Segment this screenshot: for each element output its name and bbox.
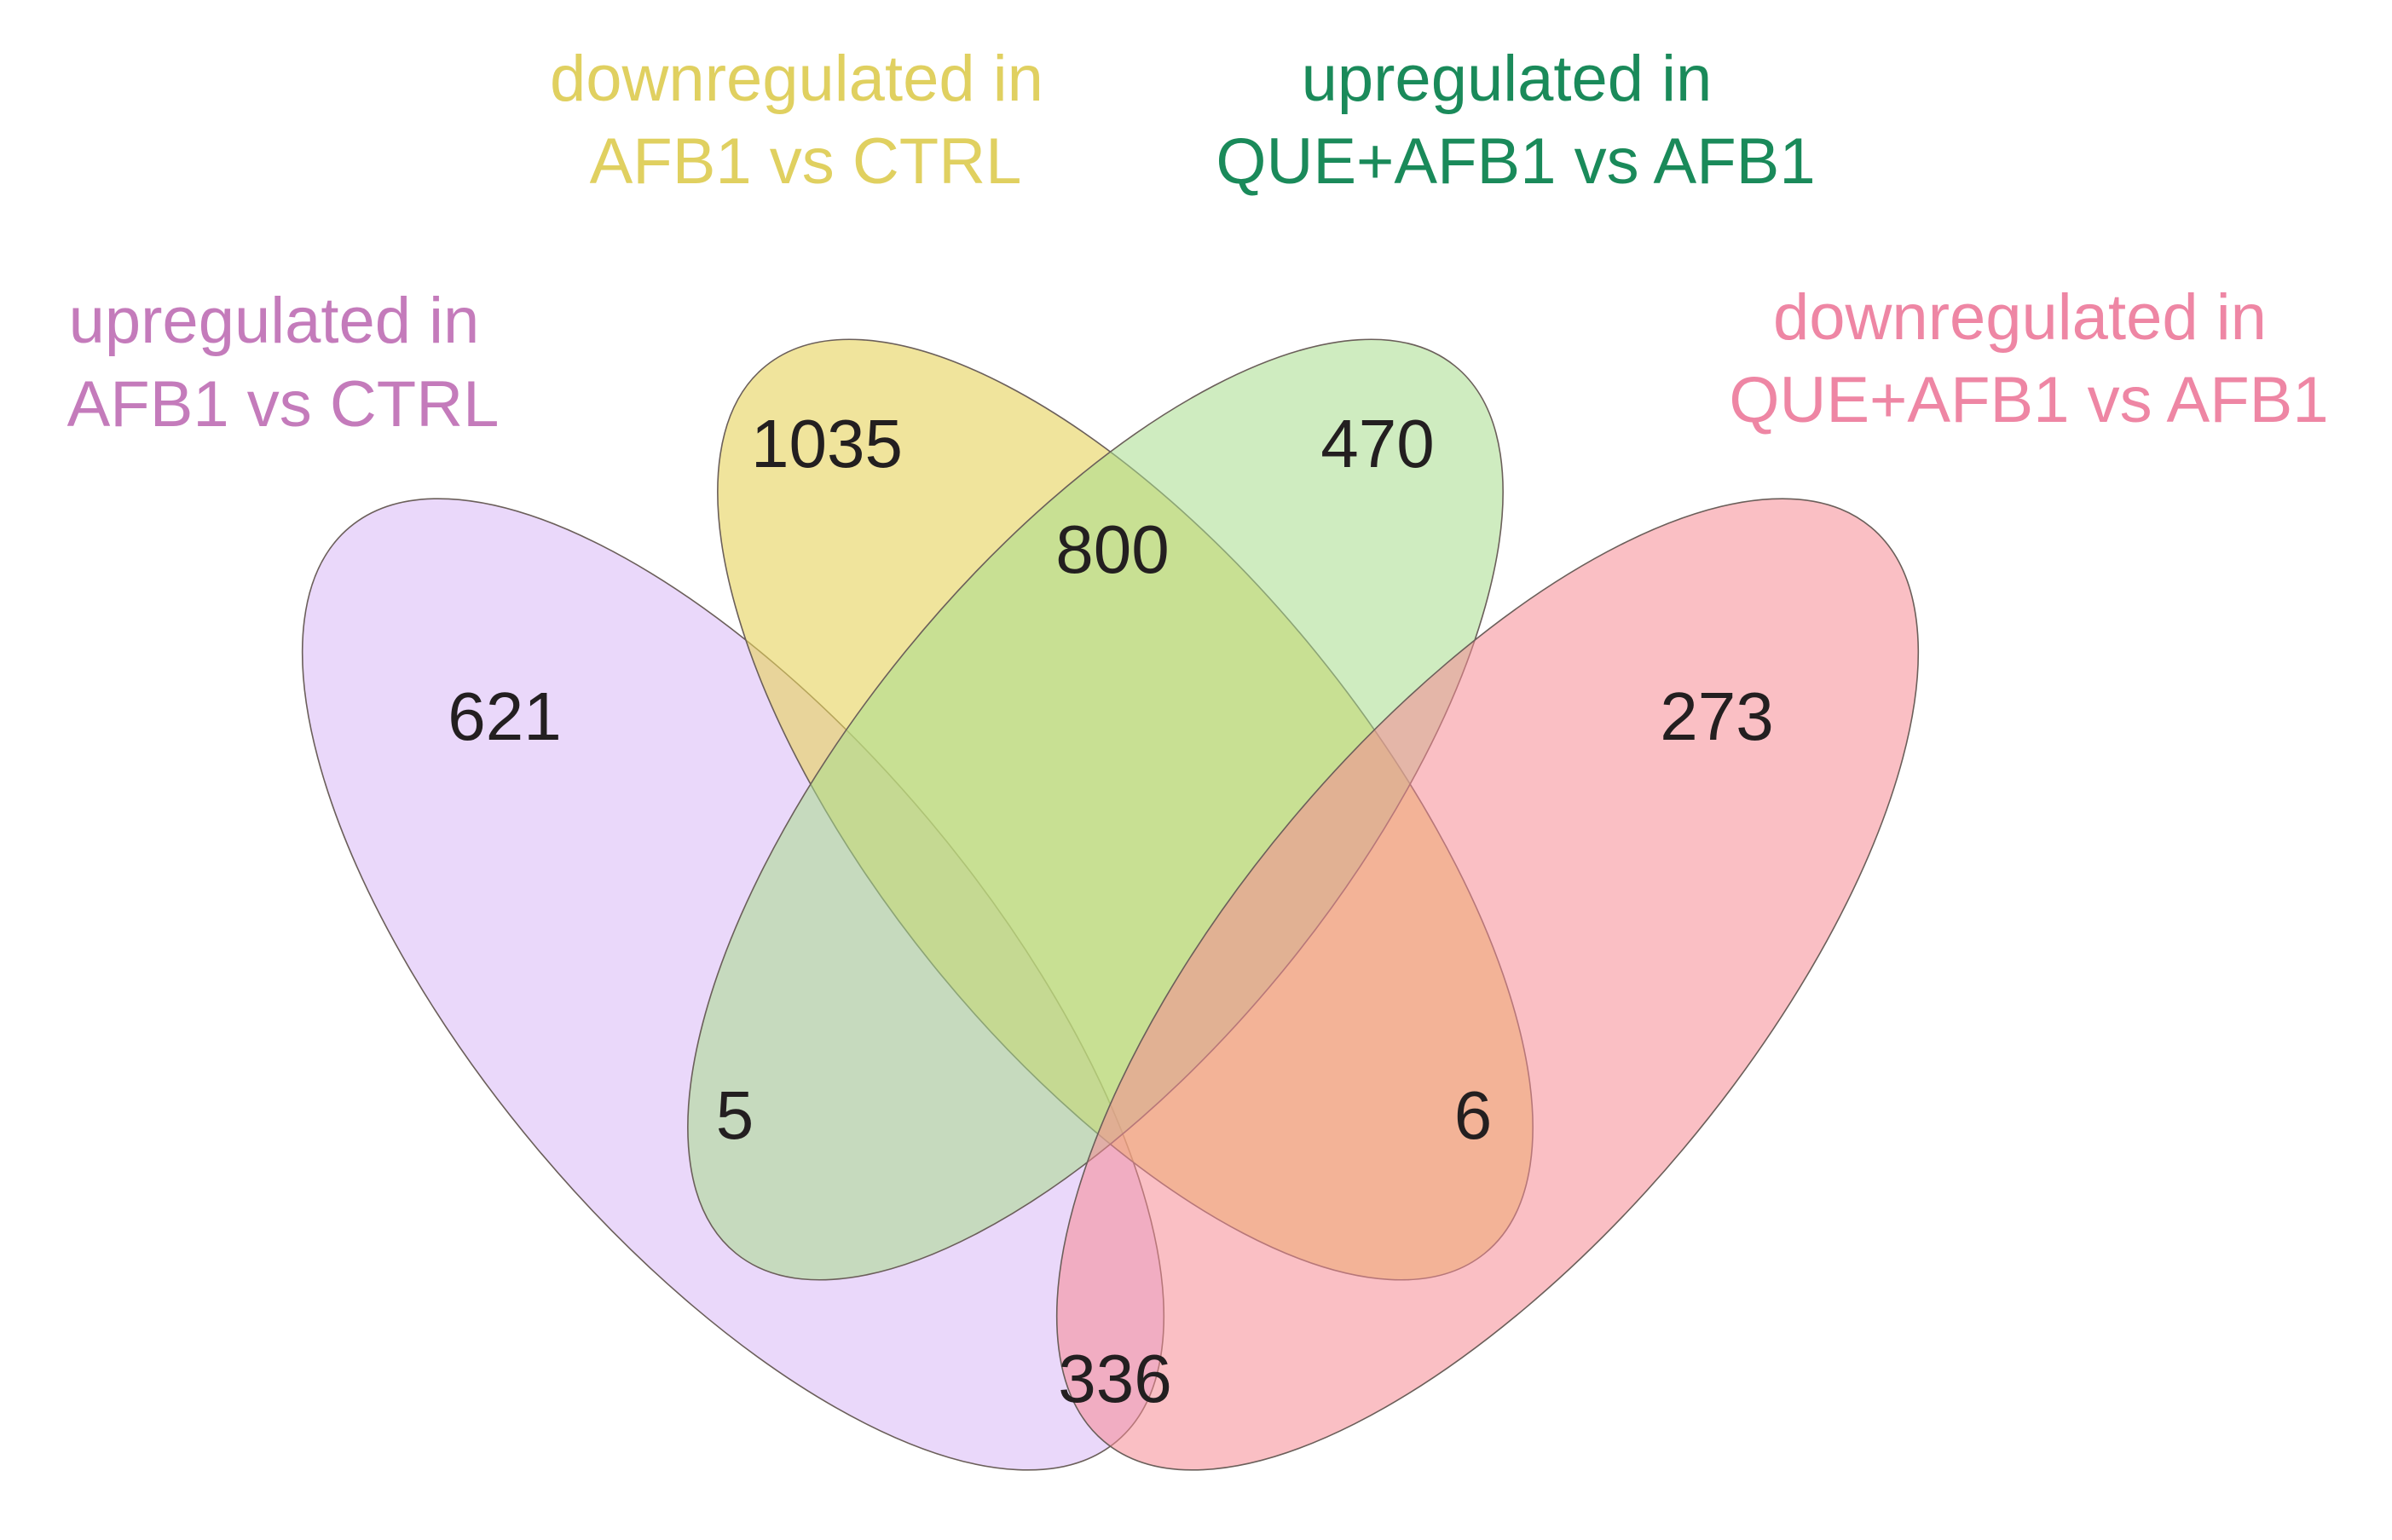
- count-d-only: 273: [1660, 678, 1773, 754]
- set-label-line: AFB1 vs CTRL: [67, 368, 500, 441]
- count-a-c: 5: [716, 1077, 754, 1153]
- set-label-line: upregulated in: [1302, 43, 1713, 115]
- count-b-d: 6: [1454, 1077, 1493, 1153]
- set-label-line: downregulated in: [1773, 281, 2267, 354]
- set-label-downregulated-que-afb1: downregulated in QUE+AFB1 vs AFB1: [1729, 281, 2328, 436]
- set-label-line: QUE+AFB1 vs AFB1: [1216, 125, 1815, 198]
- count-b-c: 800: [1055, 511, 1169, 587]
- ellipse-layer: [301, 338, 1920, 1471]
- set-ellipse-downregulated-que-afb1: [1055, 498, 1920, 1471]
- set-labels: upregulated in AFB1 vs CTRL downregulate…: [67, 43, 2329, 441]
- count-a-d: 336: [1058, 1341, 1171, 1416]
- set-label-line: AFB1 vs CTRL: [590, 125, 1022, 198]
- set-label-upregulated-que-afb1: upregulated in QUE+AFB1 vs AFB1: [1216, 43, 1815, 198]
- set-label-line: QUE+AFB1 vs AFB1: [1729, 364, 2328, 436]
- set-label-line: upregulated in: [69, 285, 480, 357]
- count-b-only: 1035: [751, 406, 903, 482]
- set-label-line: downregulated in: [550, 43, 1043, 115]
- region-counts: 621 1035 470 273 800 5 6 336: [448, 406, 1773, 1416]
- count-c-only: 470: [1320, 406, 1434, 482]
- set-label-downregulated-afb1: downregulated in AFB1 vs CTRL: [550, 43, 1061, 198]
- count-a-only: 621: [448, 678, 561, 754]
- set-label-upregulated-afb1: upregulated in AFB1 vs CTRL: [67, 285, 500, 441]
